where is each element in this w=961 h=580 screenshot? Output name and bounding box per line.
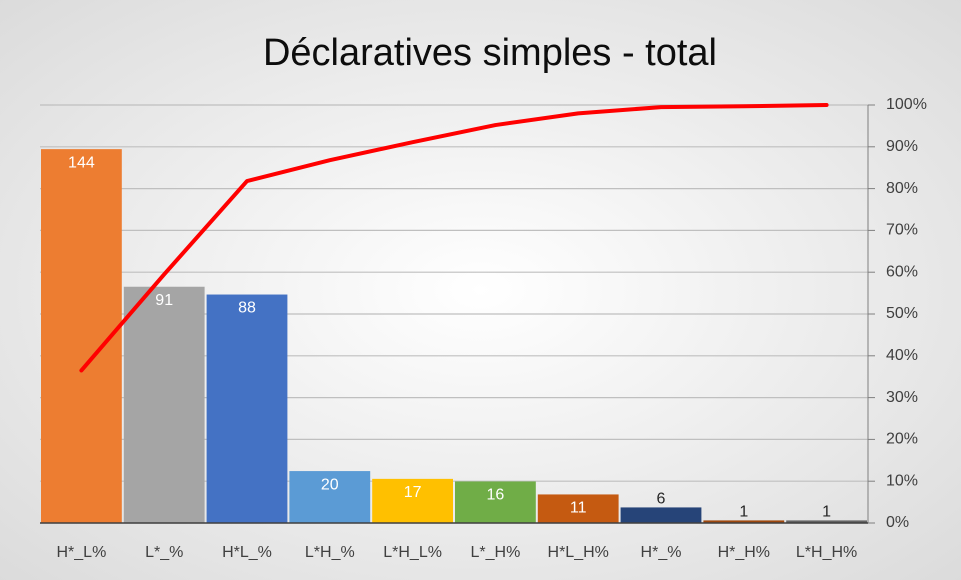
value-label: 88 (238, 300, 256, 317)
bar (455, 481, 536, 523)
bar (206, 294, 288, 523)
bar (41, 149, 122, 523)
x-tick-label: L*_H% (470, 544, 520, 561)
x-tick-label: L*H_L% (383, 544, 442, 561)
y2-tick-label: 60% (886, 263, 918, 280)
value-label: 11 (570, 500, 587, 517)
value-label: 6 (657, 491, 666, 508)
x-tick-label: L*H_% (305, 544, 355, 561)
cumulative-line (79, 103, 829, 373)
y2-tick-label: 90% (886, 138, 918, 155)
bar (703, 520, 785, 523)
bar (123, 286, 205, 523)
y2-tick-label: 30% (886, 389, 918, 406)
value-label: 16 (487, 487, 505, 504)
x-tick-label: H*L_% (222, 544, 272, 561)
value-label: 1 (822, 504, 831, 521)
x-tick-label: H*_H% (718, 544, 770, 561)
bar (289, 471, 371, 523)
x-tick-label: H*L_H% (548, 544, 609, 561)
y2-tick-label: 40% (886, 347, 918, 364)
y2-tick-label: 20% (886, 431, 918, 448)
chart-title: Déclaratives simples - total (263, 32, 717, 74)
x-tick-label: H*_L% (56, 544, 106, 561)
value-label: 1 (739, 504, 748, 521)
value-label: 91 (155, 292, 173, 309)
y2-tick-label: 70% (886, 222, 918, 239)
y2-tick-label: 100% (886, 96, 927, 113)
y2-tick-label: 80% (886, 180, 918, 197)
bar (786, 520, 867, 523)
bar (620, 507, 702, 523)
bar (537, 494, 619, 523)
value-label: 17 (404, 484, 422, 501)
y2-tick-label: 0% (886, 514, 909, 531)
x-tick-label: L*H_H% (796, 544, 857, 561)
y2-tick-label: 10% (886, 472, 918, 489)
value-label: 20 (321, 476, 339, 493)
bar (372, 478, 453, 523)
x-tick-label: L*_% (145, 544, 183, 561)
value-label: 144 (68, 154, 95, 171)
y2-tick-label: 50% (886, 305, 918, 322)
x-tick-label: H*_% (641, 544, 682, 561)
